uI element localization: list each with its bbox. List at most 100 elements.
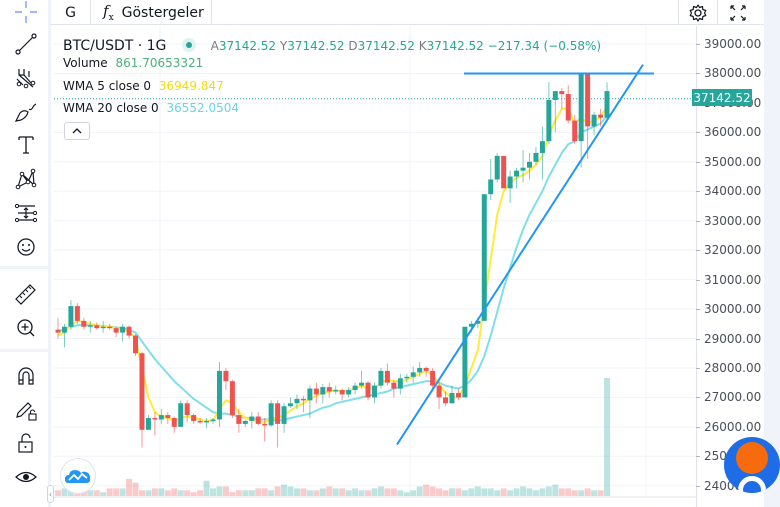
lock-all-tool[interactable]	[8, 428, 44, 458]
avatar-body	[738, 476, 766, 493]
lock-drawings-tool[interactable]	[8, 395, 44, 425]
price-axis-label: 29000.00	[704, 331, 762, 346]
price-axis-label: 28000.00	[704, 360, 762, 375]
chevron-up-icon	[72, 128, 82, 134]
magnet-tool[interactable]	[8, 361, 44, 391]
eye-icon	[15, 471, 37, 483]
right-sidebar-edge	[764, 0, 780, 507]
settings-button[interactable]	[678, 0, 718, 25]
pattern-tool[interactable]	[8, 164, 44, 194]
crosshair-tool[interactable]	[8, 0, 44, 27]
text-icon	[18, 136, 34, 154]
low-value: 37142.52	[357, 39, 415, 53]
toolbar-divider	[0, 349, 51, 352]
wma5-value: 36949.847	[158, 79, 224, 93]
drawing-toolbar	[0, 0, 51, 507]
close-value: 37142.52	[426, 39, 484, 53]
pattern-icon	[15, 168, 37, 190]
toolbar-collapse-handle[interactable]: ‹	[47, 485, 54, 503]
price-axis-tick	[696, 220, 700, 222]
trend-line-icon	[15, 33, 37, 55]
price-axis-label: 33000.00	[704, 213, 762, 228]
collapse-legend-button[interactable]	[64, 122, 90, 140]
symbol-title[interactable]: BTC/USDT · 1G	[63, 38, 167, 54]
price-axis-label: 31000.00	[704, 272, 762, 287]
prediction-tool[interactable]	[8, 198, 44, 228]
indicators-label: Göstergeler	[121, 4, 204, 21]
high-value: 37142.52	[287, 39, 345, 53]
top-toolbar: G fx Göstergeler	[51, 0, 764, 25]
wma20-legend[interactable]: WMA 20 close 0 36552.0504	[63, 101, 239, 115]
trend-line-tool[interactable]	[8, 29, 44, 59]
price-axis-label: 36000.00	[704, 125, 762, 140]
current-price-value: 37142.52	[693, 90, 751, 105]
support-chat-bubble[interactable]	[724, 437, 780, 493]
price-axis-tick	[696, 456, 700, 458]
price-axis-tick	[696, 44, 700, 45]
change-value: −217.34 (−0.58%)	[487, 39, 602, 53]
price-axis-tick	[696, 397, 700, 399]
price-axis[interactable]	[696, 26, 764, 507]
indicators-button[interactable]: fx Göstergeler	[91, 0, 212, 25]
toolbar-divider	[0, 266, 51, 269]
price-axis-label: 27000.00	[704, 390, 762, 405]
brush-tool[interactable]	[8, 97, 44, 127]
price-axis-label: 34000.00	[704, 184, 762, 199]
measure-tool[interactable]	[8, 279, 44, 309]
price-axis-label: 30000.00	[704, 302, 762, 317]
price-axis-tick	[696, 279, 700, 281]
wma20-value: 36552.0504	[166, 101, 240, 115]
long-position-icon	[14, 203, 38, 223]
ruler-icon	[15, 284, 36, 305]
interval-button[interactable]: G	[51, 0, 91, 25]
open-label: A	[210, 39, 219, 53]
price-axis-tick	[696, 132, 700, 134]
wma5-legend[interactable]: WMA 5 close 0 36949.847	[63, 79, 224, 93]
price-axis-tick	[696, 338, 700, 340]
volume-legend[interactable]: Volume 861.70653321	[63, 56, 203, 70]
symbol-row: BTC/USDT · 1G A37142.52 Y37142.52 D37142…	[63, 35, 601, 54]
low-label: D	[348, 39, 358, 53]
volume-value: 861.70653321	[115, 56, 204, 70]
price-axis-tick	[696, 367, 700, 369]
smiley-icon	[17, 238, 35, 256]
price-axis-tick	[696, 73, 700, 75]
zoom-in-tool[interactable]	[8, 313, 44, 343]
avatar-head	[736, 442, 768, 474]
price-axis-label: 35000.00	[704, 154, 762, 169]
volume-label: Volume	[63, 56, 108, 70]
price-chart-canvas[interactable]	[54, 26, 764, 507]
price-axis-tick	[696, 485, 700, 487]
wma5-label: WMA 5 close 0	[63, 79, 152, 93]
text-tool[interactable]	[8, 130, 44, 160]
price-axis-label: 39000.00	[704, 37, 762, 51]
price-axis-tick	[696, 191, 700, 193]
price-axis-tick	[696, 250, 700, 252]
wma20-label: WMA 20 close 0	[63, 101, 159, 115]
open-value: 37142.52	[218, 39, 277, 53]
fx-icon: fx	[103, 2, 114, 23]
price-axis-tick	[696, 161, 700, 163]
high-label: Y	[279, 39, 288, 53]
unlock-icon	[18, 433, 33, 453]
magnet-icon	[18, 367, 34, 385]
price-axis-label: 26000.00	[704, 419, 762, 434]
price-axis-label: 38000.00	[704, 66, 762, 81]
pitchfork-icon	[16, 69, 36, 89]
close-label: K	[418, 39, 427, 53]
tradingview-logo-button[interactable]	[60, 458, 96, 494]
crosshair-icon	[15, 1, 37, 23]
hide-drawings-tool[interactable]	[8, 462, 44, 492]
price-axis-tick	[696, 309, 700, 311]
ohlc-values: A37142.52 Y37142.52 D37142.52 K37142.52 …	[211, 39, 601, 53]
interval-label: G	[65, 4, 76, 21]
pitchfork-tool[interactable]	[8, 63, 44, 93]
price-axis-tick	[696, 426, 700, 428]
current-price-tag: 37142.52	[692, 89, 752, 106]
icons-tool[interactable]	[8, 232, 44, 262]
fullscreen-button[interactable]	[718, 0, 758, 25]
market-status-dot	[181, 38, 196, 52]
brush-icon	[14, 103, 37, 122]
gear-icon	[689, 3, 707, 22]
